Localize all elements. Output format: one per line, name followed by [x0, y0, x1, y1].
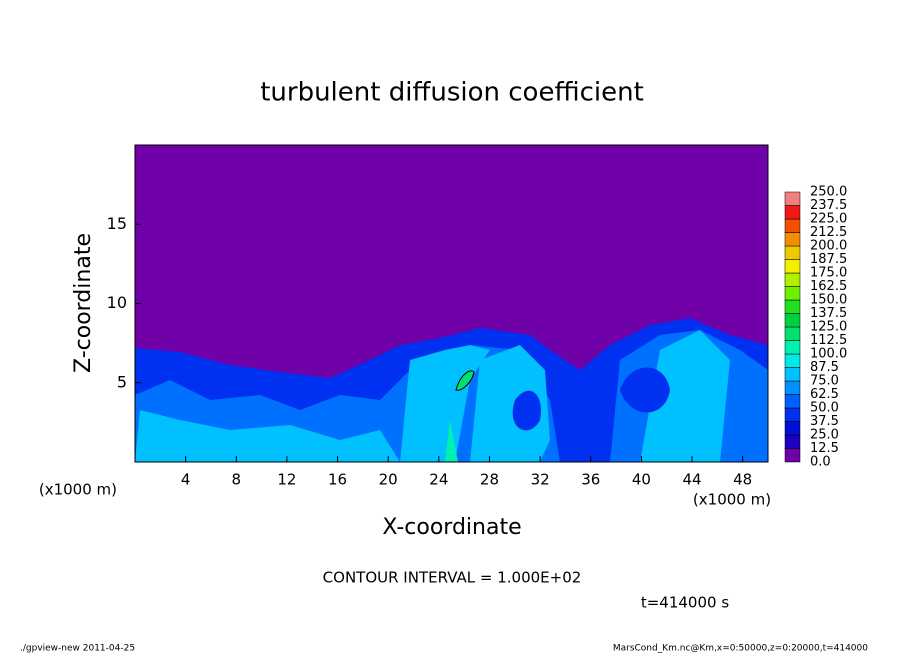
colorbar-label: 237.5 [810, 198, 847, 213]
y-axis-label: Z-coordinate [71, 233, 96, 373]
colorbar-label: 100.0 [810, 347, 847, 362]
colorbar-label: 12.5 [810, 441, 839, 456]
colorbar-bin [784, 367, 801, 382]
x-tick-label: 8 [232, 471, 242, 489]
x-unit: (x1000 m) [693, 491, 771, 509]
colorbar-bin [784, 313, 801, 328]
colorbar-label: 212.5 [810, 225, 847, 240]
colorbar-label: 162.5 [810, 279, 847, 294]
x-tick-label: 40 [632, 471, 651, 489]
colorbar-bin [784, 245, 801, 260]
y-unit: (x1000 m) [39, 481, 117, 499]
time-label: t=414000 s [641, 594, 729, 612]
colorbar-label: 137.5 [810, 306, 847, 321]
footer-left: ./gpview-new 2011-04-25 [20, 644, 135, 654]
x-tick-label: 36 [581, 471, 600, 489]
x-tick-label: 32 [531, 471, 550, 489]
colorbar-bin [784, 380, 801, 395]
colorbar-bin [784, 259, 801, 274]
footer-right: MarsCond_Km.nc@Km,x=0:50000,z=0:20000,t=… [613, 644, 868, 654]
chart-title: turbulent diffusion coefficient [260, 78, 644, 108]
colorbar-label: 75.0 [810, 374, 839, 389]
colorbar-bin [784, 434, 801, 449]
colorbar-bin [784, 272, 801, 287]
x-tick-label: 44 [682, 471, 701, 489]
colorbar-bin [784, 232, 801, 247]
colorbar-label: 25.0 [810, 428, 839, 443]
colorbar-bin [784, 448, 801, 463]
colorbar-label: 0.0 [810, 455, 831, 470]
colorbar-bin [784, 191, 801, 206]
colorbar-label: 50.0 [810, 401, 839, 416]
colorbar-label: 62.5 [810, 387, 839, 402]
x-tick-label: 20 [379, 471, 398, 489]
colorbar-label: 175.0 [810, 266, 847, 281]
colorbar-bin [784, 286, 801, 301]
x-tick-label: 4 [181, 471, 191, 489]
y-tick-label: 15 [107, 214, 127, 233]
x-tick-label: 24 [429, 471, 448, 489]
colorbar-label: 250.0 [810, 185, 847, 200]
x-tick-label: 16 [328, 471, 347, 489]
colorbar-label: 37.5 [810, 414, 839, 429]
y-tick-label: 10 [107, 293, 127, 312]
colorbar-label: 125.0 [810, 320, 847, 335]
colorbar-label: 187.5 [810, 252, 847, 267]
colorbar-bin [784, 353, 801, 368]
y-tick-label: 5 [117, 372, 127, 391]
x-axis-label: X-coordinate [382, 515, 521, 540]
colorbar-label: 112.5 [810, 333, 847, 348]
field [135, 318, 768, 462]
x-tick-label: 48 [733, 471, 752, 489]
colorbar-bin [784, 326, 801, 341]
colorbar-bin [784, 205, 801, 220]
colorbar-label: 150.0 [810, 293, 847, 308]
contour-interval: CONTOUR INTERVAL = 1.000E+02 [323, 569, 582, 587]
colorbar-bin [784, 299, 801, 314]
x-tick-label: 12 [277, 471, 296, 489]
x-tick-label: 28 [480, 471, 499, 489]
colorbar-label: 87.5 [810, 360, 839, 375]
colorbar-label: 225.0 [810, 212, 847, 227]
colorbar-bin [784, 407, 801, 422]
colorbar-label: 200.0 [810, 239, 847, 254]
colorbar-bin [784, 394, 801, 409]
colorbar-bin [784, 218, 801, 233]
colorbar-bin [784, 340, 801, 355]
colorbar-bin [784, 421, 801, 436]
